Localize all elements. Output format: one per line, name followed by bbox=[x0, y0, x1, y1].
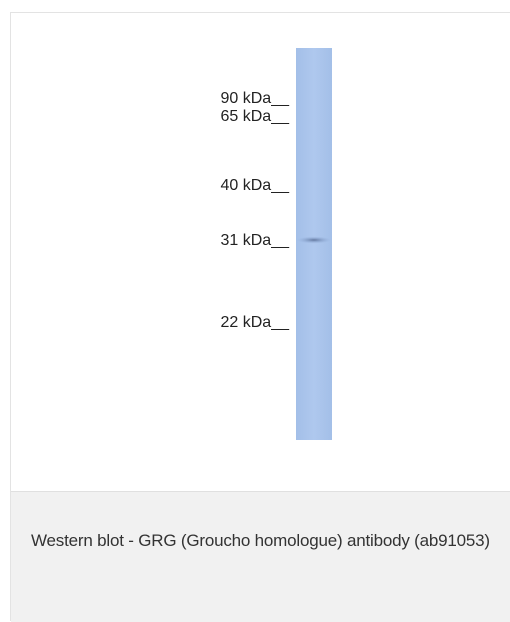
page: {"figure": {"markers": ["90 kDa__", "65 … bbox=[0, 0, 510, 621]
marker-label: 40 kDa__ bbox=[221, 177, 290, 195]
caption-text: Western blot - GRG (Groucho homologue) a… bbox=[31, 518, 506, 563]
blot-image: 90 kDa__ 65 kDa__ 40 kDa__ 31 kDa__ 22 k… bbox=[11, 13, 510, 491]
marker-label: 22 kDa__ bbox=[221, 314, 290, 332]
blot-lane bbox=[296, 48, 332, 440]
marker-label: 31 kDa__ bbox=[221, 232, 290, 250]
marker-label: 65 kDa__ bbox=[221, 108, 290, 126]
blot-band bbox=[297, 237, 331, 244]
blot-svg bbox=[11, 13, 510, 491]
marker-label: 90 kDa__ bbox=[221, 90, 290, 108]
caption-box: Western blot - GRG (Groucho homologue) a… bbox=[11, 491, 510, 622]
figure-card: 90 kDa__ 65 kDa__ 40 kDa__ 31 kDa__ 22 k… bbox=[10, 12, 510, 621]
